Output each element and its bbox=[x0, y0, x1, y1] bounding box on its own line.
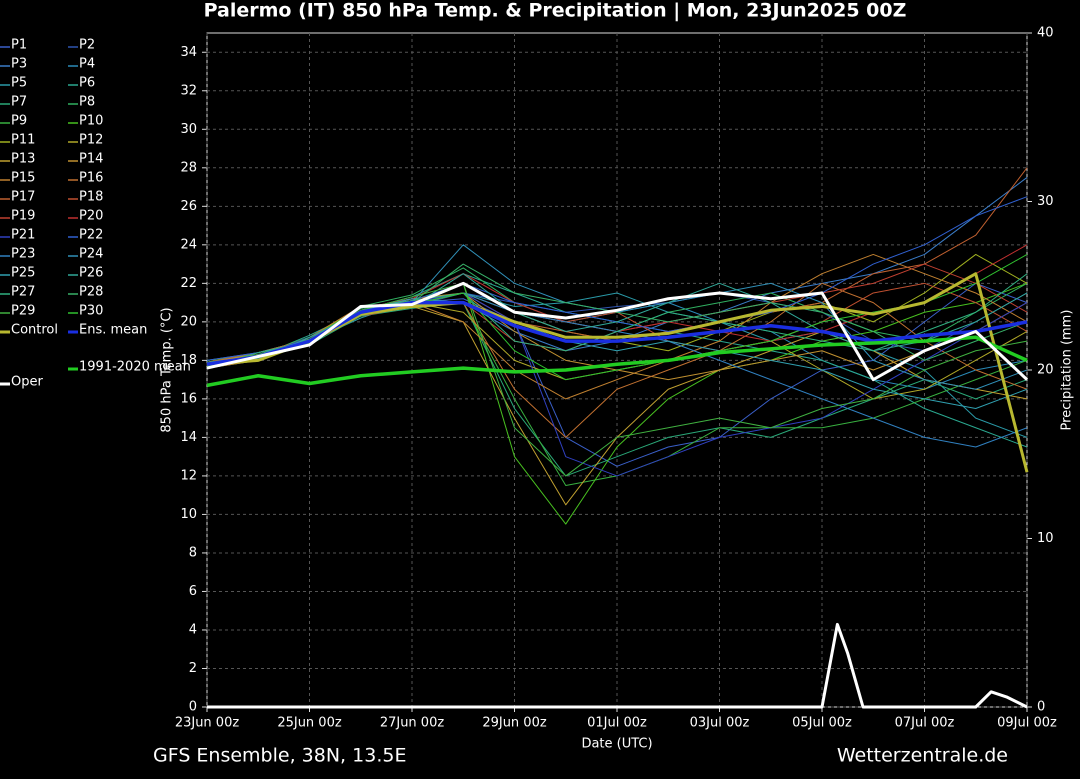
legend-label: Oper bbox=[11, 375, 43, 390]
x-tick-label: 27Jun 00z bbox=[380, 716, 445, 731]
y2-tick-label: 30 bbox=[1037, 194, 1054, 209]
source: GFS Ensemble, 38N, 13.5E bbox=[153, 745, 406, 767]
y-tick-label: 12 bbox=[180, 468, 197, 483]
chart-title: Palermo (IT) 850 hPa Temp. & Precipitati… bbox=[204, 0, 907, 22]
legend-label: Control bbox=[11, 323, 58, 338]
legend-label: 1991-2020 mean bbox=[79, 360, 191, 375]
y2-tick-label: 20 bbox=[1037, 363, 1054, 378]
y-tick-label: 32 bbox=[180, 83, 197, 98]
legend-label: P22 bbox=[79, 228, 103, 243]
legend-label: P14 bbox=[79, 152, 103, 167]
x-tick-label: 07Jul 00z bbox=[895, 716, 955, 731]
legend-label: P10 bbox=[79, 114, 103, 129]
y-tick-label: 14 bbox=[180, 430, 197, 445]
y-tick-label: 20 bbox=[180, 314, 197, 329]
y-tick-label: 0 bbox=[189, 700, 197, 715]
x-axis-label: Date (UTC) bbox=[581, 737, 652, 752]
legend-label: P23 bbox=[11, 247, 35, 262]
legend-label: P17 bbox=[11, 190, 35, 205]
legend-label: P24 bbox=[79, 247, 103, 262]
legend-label: P13 bbox=[11, 152, 35, 167]
x-tick-label: 01Jul 00z bbox=[587, 716, 647, 731]
y-tick-label: 10 bbox=[180, 507, 197, 522]
precipitation-line bbox=[207, 622, 1028, 709]
legend-label: P11 bbox=[11, 133, 35, 148]
y2-tick-label: 40 bbox=[1037, 26, 1054, 41]
x-tick-label: 05Jul 00z bbox=[792, 716, 852, 731]
y-tick-label: 8 bbox=[189, 545, 197, 560]
y-tick-label: 30 bbox=[180, 122, 197, 137]
y-tick-label: 26 bbox=[180, 199, 197, 214]
legend-label: P5 bbox=[11, 76, 27, 91]
x-tick-label: 29Jun 00z bbox=[482, 716, 547, 731]
y-tick-label: 6 bbox=[189, 584, 197, 599]
legend-label: P29 bbox=[11, 304, 35, 319]
legend-label: P4 bbox=[79, 57, 95, 72]
legend-label: P20 bbox=[79, 209, 103, 224]
legend-label: P8 bbox=[79, 95, 95, 110]
series-line bbox=[206, 282, 1028, 525]
legend-label: Ens. mean bbox=[79, 323, 147, 338]
legend-label: P6 bbox=[79, 76, 95, 91]
legend-label: P16 bbox=[79, 171, 103, 186]
y2-axis-label: Precipitation (mm) bbox=[1060, 310, 1075, 431]
y-tick-label: 22 bbox=[180, 276, 197, 291]
legend-label: P27 bbox=[11, 285, 35, 300]
series-line bbox=[206, 253, 1028, 400]
y-axis-label: 850 hPa Temp. (°C) bbox=[160, 307, 175, 432]
legend-label: P21 bbox=[11, 228, 35, 243]
legend-label: P15 bbox=[11, 171, 35, 186]
y2-tick-label: 0 bbox=[1037, 700, 1045, 715]
legend-label: P30 bbox=[79, 304, 103, 319]
y2-tick-label: 10 bbox=[1037, 531, 1054, 546]
legend-label: P19 bbox=[11, 209, 35, 224]
legend-label: P28 bbox=[79, 285, 103, 300]
legend-label: P2 bbox=[79, 38, 95, 53]
y-tick-label: 4 bbox=[189, 622, 197, 637]
legend-label: P26 bbox=[79, 266, 103, 281]
series-line bbox=[206, 300, 1028, 366]
legend-label: P9 bbox=[11, 114, 27, 129]
legend-label: P18 bbox=[79, 190, 103, 205]
y-tick-label: 28 bbox=[180, 160, 197, 175]
y-tick-label: 34 bbox=[180, 45, 197, 60]
y-tick-label: 2 bbox=[189, 661, 197, 676]
series-line bbox=[206, 281, 1029, 382]
x-tick-label: 03Jul 00z bbox=[690, 716, 750, 731]
y-tick-label: 16 bbox=[180, 391, 197, 406]
credit: Wetterzentrale.de bbox=[837, 745, 1008, 767]
y-tick-label: 18 bbox=[180, 353, 197, 368]
x-tick-label: 23Jun 00z bbox=[175, 716, 240, 731]
legend-label: P25 bbox=[11, 266, 35, 281]
legend-label: P1 bbox=[11, 38, 27, 53]
y-tick-label: 24 bbox=[180, 237, 197, 252]
legend-label: P7 bbox=[11, 95, 27, 110]
series-line bbox=[206, 335, 1028, 388]
x-tick-label: 09Jul 00z bbox=[997, 716, 1057, 731]
x-tick-label: 25Jun 00z bbox=[277, 716, 342, 731]
legend-label: P12 bbox=[79, 133, 103, 148]
legend-label: P3 bbox=[11, 57, 27, 72]
